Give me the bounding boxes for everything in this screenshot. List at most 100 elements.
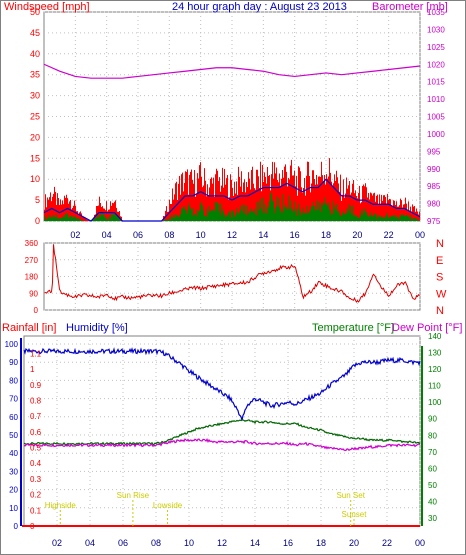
tick-labels: 0510152025303540455097598098599099510001…: [5, 7, 447, 548]
humidity-tick-label: 10: [9, 504, 18, 513]
temperature-x-tick-label: 10: [184, 538, 194, 548]
temperature-line: [23, 419, 421, 446]
temperature-tick-label: 130: [428, 349, 442, 358]
barometer-tick-label: 1015: [427, 78, 445, 87]
windspeed-tick-label: 50: [30, 7, 40, 17]
average-wind-line: [43, 178, 421, 222]
windspeed-tick-label: 30: [30, 91, 40, 101]
astro-annotation: Lowside: [153, 501, 183, 510]
windspeed-tick-label: 40: [30, 49, 40, 59]
rainfall-tick-label: 0.7: [30, 412, 42, 421]
temperature-x-tick-label: 08: [151, 538, 161, 548]
rainfall-tick-label: 0.9: [30, 381, 42, 390]
astro-annotation: Sunset: [342, 510, 368, 519]
windspeed-tick-label: 5: [35, 195, 40, 205]
wind-x-tick-label: 16: [290, 230, 300, 240]
temperature-axis-title: Temperature [°F]: [312, 322, 394, 334]
rainfall-tick-label: 0.8: [30, 396, 42, 405]
barometer-tick-label: 990: [427, 165, 441, 174]
direction-grid: [44, 242, 421, 311]
dewpoint-axis-title: Dew Point [°F]: [392, 322, 462, 334]
chart-title: 24 hour graph day : August 23 2013: [172, 1, 347, 13]
wind-x-tick-label: 02: [70, 230, 80, 240]
temperature-tick-label: 140: [428, 332, 442, 341]
rainfall-tick-label: 1: [30, 365, 35, 374]
temperature-x-tick-label: 00: [415, 538, 425, 548]
temperature-x-tick-label: 06: [118, 538, 128, 548]
wind-x-tick-label: 06: [133, 230, 143, 240]
wind-x-tick-label: 14: [258, 230, 268, 240]
rainfall-tick-label: 0.3: [30, 475, 42, 484]
humidity-tick-label: 70: [9, 395, 18, 404]
windspeed-tick-label: 15: [30, 153, 40, 163]
barometer-tick-label: 985: [427, 182, 441, 191]
temperature-x-tick-label: 16: [283, 538, 293, 548]
rainfall-tick-label: 0.1: [30, 506, 42, 515]
barometer-tick-label: 1030: [427, 25, 445, 34]
humidity-tick-label: 100: [5, 340, 19, 349]
temperature-x-tick-label: 20: [349, 538, 359, 548]
barometer-tick-label: 1035: [427, 8, 445, 17]
temperature-tick-label: 70: [428, 448, 437, 457]
temperature-tick-label: 40: [428, 497, 437, 506]
humidity-tick-label: 30: [9, 467, 18, 476]
direction-data: [44, 244, 420, 303]
barometer-tick-label: 995: [427, 147, 441, 156]
humidity-tick-label: 0: [14, 522, 19, 531]
direction-tick-label: 0: [34, 306, 39, 315]
temperature-tick-label: 110: [428, 382, 441, 391]
dewpoint-line: [23, 437, 421, 452]
wind-x-tick-label: 12: [227, 230, 237, 240]
wind-x-tick-label: 00: [415, 230, 425, 240]
compass-label: N: [436, 238, 444, 250]
temperature-tick-label: 80: [428, 431, 437, 440]
temperature-tick-label: 120: [428, 365, 442, 374]
rainfall-tick-label: 1.1: [30, 349, 42, 358]
windspeed-tick-label: 10: [30, 174, 40, 184]
humidity-tick-label: 20: [9, 486, 18, 495]
windspeed-axis-title: Windspeed [mph]: [4, 1, 90, 13]
rainfall-tick-label: 0.4: [30, 459, 42, 468]
temperature-x-tick-label: 22: [382, 538, 392, 548]
wind-data: [43, 63, 421, 222]
rainfall-axis-title: Rainfall [in]: [2, 322, 56, 334]
windspeed-tick-label: 0: [35, 216, 40, 226]
barometer-tick-label: 1000: [427, 130, 445, 139]
temperature-x-tick-label: 02: [52, 538, 62, 548]
direction-tick-label: 90: [29, 289, 38, 298]
temperature-x-tick-label: 04: [85, 538, 95, 548]
barometer-tick-label: 1010: [427, 95, 445, 104]
temperature-tick-label: 50: [428, 481, 437, 490]
temperature-tick-label: 90: [428, 415, 437, 424]
wind-x-tick-label: 10: [196, 230, 206, 240]
humidity-axis-title: Humidity [%]: [66, 322, 128, 334]
windspeed-tick-label: 25: [30, 112, 40, 122]
humidity-tick-label: 40: [9, 449, 18, 458]
windspeed-tick-label: 35: [30, 70, 40, 80]
compass-label: E: [436, 255, 443, 267]
wind-x-tick-label: 22: [384, 230, 394, 240]
temperature-tick-label: 100: [428, 398, 442, 407]
temperature-x-tick-label: 12: [217, 538, 227, 548]
wind-x-tick-label: 18: [321, 230, 331, 240]
astro-annotation: Sun Rise: [117, 491, 150, 500]
compass-label: S: [436, 272, 443, 284]
barometer-tick-label: 980: [427, 200, 441, 209]
humidity-tick-label: 80: [9, 376, 18, 385]
compass-label: N: [436, 305, 444, 317]
temperature-tick-label: 60: [428, 464, 437, 473]
wind-x-tick-label: 08: [164, 230, 174, 240]
temperature-tick-label: 30: [428, 514, 437, 523]
barometer-tick-label: 1005: [427, 113, 445, 122]
windspeed-tick-label: 20: [30, 132, 40, 142]
temperature-x-tick-label: 14: [250, 538, 260, 548]
direction-tick-label: 270: [25, 256, 39, 265]
temperature-x-tick-label: 18: [316, 538, 326, 548]
astro-annotation: Highside: [45, 501, 77, 510]
barometer-axis-title: Barometer [mb]: [372, 1, 448, 13]
barometer-tick-label: 975: [427, 217, 441, 226]
direction-tick-label: 180: [25, 273, 39, 282]
wind-direction-line: [44, 244, 420, 303]
